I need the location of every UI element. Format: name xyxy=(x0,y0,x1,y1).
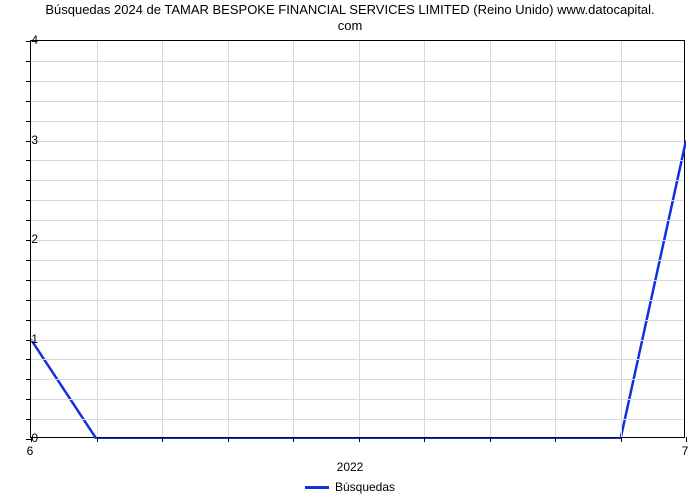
chart-title-line1: Búsquedas 2024 de TAMAR BESPOKE FINANCIA… xyxy=(45,2,654,17)
hgrid-line xyxy=(31,81,684,82)
hgrid-line xyxy=(31,399,684,400)
hgrid-line xyxy=(31,200,684,201)
hgrid-line xyxy=(31,220,684,221)
vgrid-line xyxy=(162,41,163,437)
x-tick-mark xyxy=(228,437,229,442)
vgrid-line xyxy=(293,41,294,437)
hgrid-line xyxy=(31,300,684,301)
x-axis-label: 2022 xyxy=(0,460,700,474)
vgrid-line xyxy=(490,41,491,437)
y-tick-mark xyxy=(26,180,31,181)
y-tick-mark xyxy=(26,419,31,420)
x-tick-mark xyxy=(555,437,556,442)
x-tick-mark xyxy=(359,437,360,442)
y-tick-label: 1 xyxy=(18,332,38,346)
legend: Búsquedas xyxy=(0,480,700,494)
x-tick-label: 6 xyxy=(27,444,34,458)
x-tick-label: 7 xyxy=(682,444,689,458)
y-tick-label: 3 xyxy=(18,133,38,147)
hgrid-line xyxy=(31,61,684,62)
hgrid-line xyxy=(31,280,684,281)
y-tick-label: 4 xyxy=(18,33,38,47)
y-tick-mark xyxy=(26,320,31,321)
x-tick-mark xyxy=(424,437,425,442)
hgrid-line xyxy=(31,260,684,261)
y-tick-mark xyxy=(26,121,31,122)
y-tick-mark xyxy=(26,399,31,400)
y-tick-mark xyxy=(26,220,31,221)
x-tick-mark xyxy=(97,437,98,442)
legend-swatch xyxy=(305,486,329,489)
y-tick-mark xyxy=(26,101,31,102)
hgrid-line xyxy=(31,121,684,122)
vgrid-line xyxy=(555,41,556,437)
chart-title: Búsquedas 2024 de TAMAR BESPOKE FINANCIA… xyxy=(0,0,700,35)
hgrid-line xyxy=(31,141,684,142)
x-tick-mark xyxy=(162,437,163,442)
hgrid-line xyxy=(31,101,684,102)
hgrid-line xyxy=(31,320,684,321)
chart-title-line2: com xyxy=(338,18,363,33)
legend-label: Búsquedas xyxy=(335,480,395,494)
hgrid-line xyxy=(31,160,684,161)
vgrid-line xyxy=(424,41,425,437)
chart-container: Búsquedas 2024 de TAMAR BESPOKE FINANCIA… xyxy=(0,0,700,500)
hgrid-line xyxy=(31,419,684,420)
plot-area xyxy=(30,40,685,438)
vgrid-line xyxy=(228,41,229,437)
y-tick-mark xyxy=(26,379,31,380)
y-tick-mark xyxy=(26,61,31,62)
y-tick-label: 2 xyxy=(18,232,38,246)
y-tick-mark xyxy=(26,280,31,281)
y-tick-mark xyxy=(26,200,31,201)
x-tick-mark xyxy=(293,437,294,442)
y-tick-mark xyxy=(26,160,31,161)
hgrid-line xyxy=(31,340,684,341)
x-tick-mark xyxy=(490,437,491,442)
vgrid-line xyxy=(359,41,360,437)
y-tick-mark xyxy=(26,300,31,301)
hgrid-line xyxy=(31,180,684,181)
vgrid-line xyxy=(621,41,622,437)
hgrid-line xyxy=(31,240,684,241)
y-tick-mark xyxy=(26,359,31,360)
x-tick-mark xyxy=(686,437,687,442)
plot-area-wrap xyxy=(30,40,685,438)
vgrid-line xyxy=(97,41,98,437)
hgrid-line xyxy=(31,359,684,360)
y-tick-label: 0 xyxy=(18,431,38,445)
y-tick-mark xyxy=(26,260,31,261)
x-tick-mark xyxy=(621,437,622,442)
hgrid-line xyxy=(31,379,684,380)
y-tick-mark xyxy=(26,81,31,82)
